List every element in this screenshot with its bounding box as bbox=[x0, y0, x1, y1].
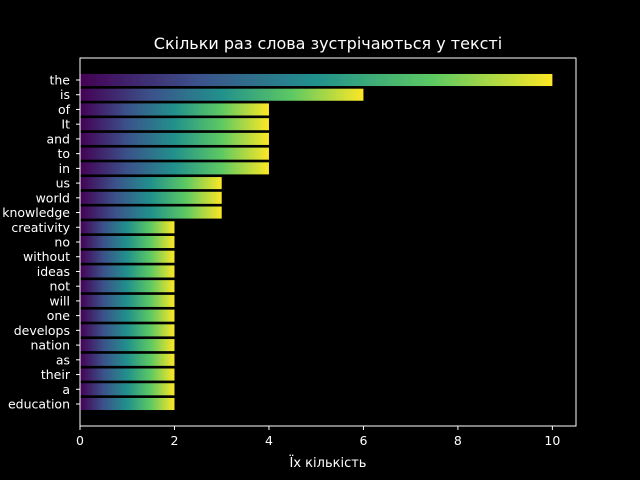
plot-frame bbox=[79, 57, 577, 427]
bar-without bbox=[80, 250, 175, 263]
x-axis-label: Їх кількість bbox=[290, 455, 367, 471]
bar-will bbox=[80, 294, 175, 307]
y-tick-label: of bbox=[58, 102, 71, 117]
y-axis-ticks: theisofItandtoinusworldknowledgecreativi… bbox=[2, 73, 80, 412]
y-tick-label: knowledge bbox=[2, 205, 70, 220]
y-tick-label: the bbox=[49, 73, 70, 88]
y-tick-label: nation bbox=[30, 338, 70, 353]
bar-nation bbox=[80, 339, 175, 352]
y-tick-label: without bbox=[23, 249, 70, 264]
y-tick-label: their bbox=[41, 367, 71, 382]
y-tick-label: is bbox=[60, 87, 70, 102]
x-tick-label: 10 bbox=[544, 433, 560, 448]
bar-to bbox=[80, 147, 269, 160]
x-tick-label: 6 bbox=[359, 433, 367, 448]
bar-not bbox=[80, 280, 175, 293]
y-tick-label: in bbox=[59, 161, 70, 176]
y-tick-label: will bbox=[49, 293, 70, 308]
y-tick-label: world bbox=[36, 190, 70, 205]
bar-one bbox=[80, 309, 175, 322]
x-axis-ticks: 0 2 4 6 8 10 bbox=[76, 426, 560, 448]
y-tick-label: It bbox=[61, 117, 70, 132]
x-tick-label: 2 bbox=[170, 433, 178, 448]
y-tick-label: ideas bbox=[37, 264, 70, 279]
bar-of bbox=[80, 103, 269, 116]
bars-group bbox=[80, 73, 553, 411]
x-tick-label: 8 bbox=[454, 433, 462, 448]
bar-education bbox=[80, 397, 175, 411]
bar-world bbox=[80, 191, 222, 204]
y-tick-label: a bbox=[62, 382, 70, 397]
bar-the bbox=[80, 73, 553, 87]
bar-ideas bbox=[80, 265, 175, 278]
y-tick-label: education bbox=[8, 397, 70, 412]
y-tick-label: develops bbox=[14, 323, 70, 338]
y-tick-label: as bbox=[56, 352, 70, 367]
y-tick-label: not bbox=[50, 279, 71, 294]
bar-creativity bbox=[80, 221, 175, 234]
bar-as bbox=[80, 353, 175, 366]
y-tick-label: to bbox=[57, 146, 70, 161]
y-tick-label: no bbox=[54, 235, 70, 250]
bar-a bbox=[80, 383, 175, 396]
bar-in bbox=[80, 162, 269, 175]
x-tick-label: 0 bbox=[76, 433, 84, 448]
x-tick-label: 4 bbox=[265, 433, 273, 448]
bar-no bbox=[80, 235, 175, 249]
bar-their bbox=[80, 368, 175, 381]
bar-is bbox=[80, 88, 364, 101]
y-tick-label: and bbox=[46, 131, 70, 146]
bar-knowledge bbox=[80, 206, 222, 219]
y-tick-label: one bbox=[47, 308, 71, 323]
y-tick-label: us bbox=[56, 176, 70, 191]
bar-it bbox=[80, 118, 269, 131]
bar-and bbox=[80, 132, 269, 145]
bar-develops bbox=[80, 324, 175, 337]
y-tick-label: creativity bbox=[11, 220, 70, 235]
chart-title: Скільки раз слова зустрічаються у тексті bbox=[154, 34, 502, 53]
bar-us bbox=[80, 177, 222, 190]
